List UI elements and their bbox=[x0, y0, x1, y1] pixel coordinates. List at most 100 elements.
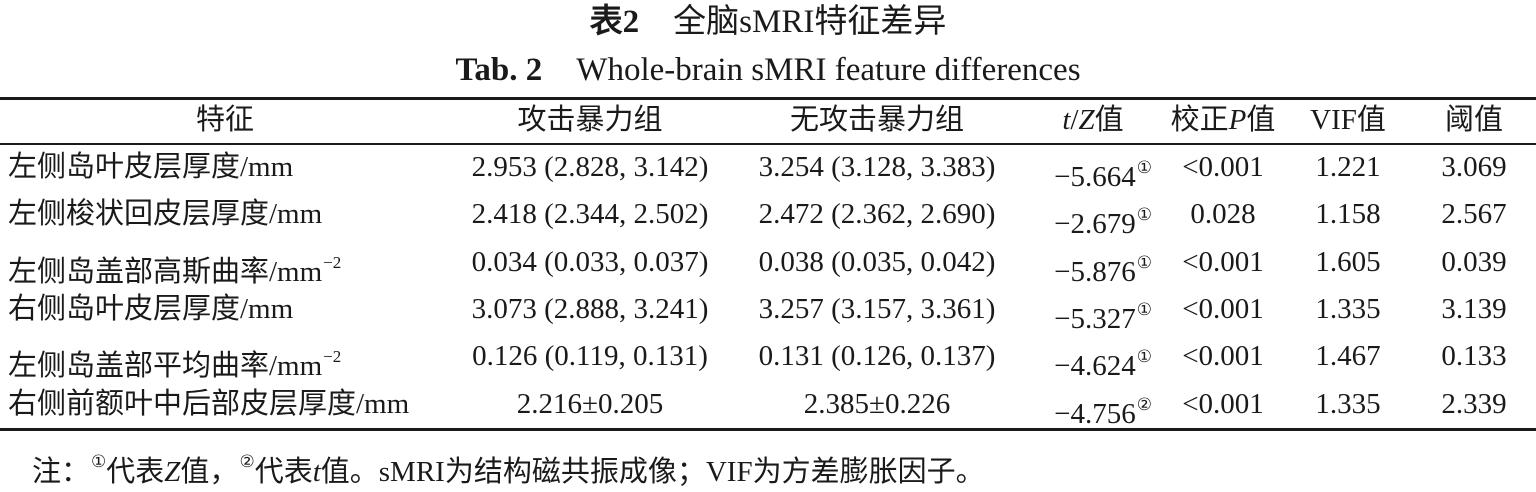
statistic-mark: ① bbox=[1136, 347, 1152, 367]
note-mark-2: ② bbox=[239, 452, 255, 471]
feature-cell-text: 右侧前额叶中后部皮层厚度/mm bbox=[8, 387, 410, 420]
table-row: 右侧岛叶皮层厚度/mm 3.073 (2.888, 3.241) 3.257 (3.… bbox=[0, 286, 1536, 335]
non-aggressive-group-cell-text: 2.385±0.226 bbox=[803, 387, 951, 420]
note-z-symbol: Z bbox=[164, 456, 181, 488]
corrected-p-cell: <0.001 bbox=[1164, 333, 1282, 380]
vif-cell-text: 1.335 bbox=[1315, 292, 1381, 325]
table-row: 左侧岛盖部平均曲率/mm−2 0.126 (0.119, 0.131) 0.131 … bbox=[0, 333, 1536, 383]
tz-value-cell-text: −5.664 bbox=[1054, 161, 1136, 193]
feature-cell-text: 左侧岛盖部高斯曲率/mm bbox=[8, 255, 323, 288]
threshold-cell-text: 2.339 bbox=[1441, 387, 1507, 420]
non-aggressive-group-cell-text: 2.472 (2.362, 2.690) bbox=[758, 198, 996, 231]
aggressive-group-cell: 2.418 (2.344, 2.502) bbox=[456, 191, 724, 238]
vif-cell: 1.467 bbox=[1296, 333, 1400, 380]
note-text-2: 值， bbox=[180, 456, 239, 488]
non-aggressive-group-cell-text: 0.038 (0.035, 0.042) bbox=[758, 245, 996, 278]
header-tz-value: t/Z值 bbox=[1030, 97, 1156, 144]
table-number-cn: 表2 bbox=[589, 4, 640, 40]
corrected-p-cell-text: <0.001 bbox=[1182, 387, 1264, 420]
threshold-cell: 0.133 bbox=[1412, 333, 1536, 380]
threshold-cell-text: 2.567 bbox=[1441, 198, 1507, 231]
feature-cell-text: 右侧岛叶皮层厚度/mm bbox=[8, 292, 294, 325]
feature-cell: 左侧岛叶皮层厚度/mm bbox=[8, 144, 293, 191]
feature-cell-text: 左侧岛叶皮层厚度/mm bbox=[8, 151, 294, 183]
vif-cell-text: 1.605 bbox=[1315, 245, 1381, 278]
statistic-mark: ① bbox=[1136, 158, 1152, 177]
aggressive-group-cell: 2.953 (2.828, 3.142) bbox=[456, 144, 724, 191]
aggressive-group-cell-text: 0.126 (0.119, 0.131) bbox=[472, 340, 708, 373]
header-threshold: 阈值 bbox=[1444, 104, 1503, 136]
threshold-cell: 3.139 bbox=[1412, 286, 1536, 333]
corrected-p-cell: 0.028 bbox=[1164, 191, 1282, 238]
vif-cell: 1.221 bbox=[1296, 144, 1400, 191]
vif-cell-text: 1.335 bbox=[1315, 387, 1381, 420]
unit-exponent: −2 bbox=[323, 347, 342, 367]
table-header-row: 特征 攻击暴力组 无攻击暴力组 t/Z值 校正P值 VIF值 阈值 bbox=[0, 97, 1536, 144]
header-non-aggressive-group: 无攻击暴力组 bbox=[789, 104, 964, 136]
header-t-symbol: t bbox=[1062, 104, 1071, 136]
feature-cell: 左侧岛盖部平均曲率/mm−2 bbox=[8, 333, 342, 382]
corrected-p-cell: <0.001 bbox=[1164, 286, 1282, 333]
feature-cell: 左侧梭状回皮层厚度/mm bbox=[8, 191, 322, 238]
tz-value-cell: −5.664① bbox=[1030, 144, 1152, 193]
tz-value-cell-text: −5.327 bbox=[1054, 302, 1136, 335]
header-z-symbol: Z bbox=[1078, 104, 1095, 136]
vif-cell: 1.335 bbox=[1296, 286, 1400, 333]
threshold-cell-text: 3.069 bbox=[1441, 151, 1507, 183]
tz-value-cell-text: −4.624 bbox=[1054, 350, 1136, 383]
table-row: 左侧梭状回皮层厚度/mm 2.418 (2.344, 2.502) 2.472 (2… bbox=[0, 191, 1536, 241]
table-title-cn: 表2 全脑sMRI特征差异 bbox=[0, 2, 1536, 42]
threshold-cell-text: 0.133 bbox=[1441, 340, 1507, 373]
header-p-prefix: 校正 bbox=[1170, 104, 1229, 136]
vif-cell: 1.158 bbox=[1296, 191, 1400, 238]
aggressive-group-cell-text: 2.216±0.205 bbox=[516, 387, 664, 420]
non-aggressive-group-cell: 2.472 (2.362, 2.690) bbox=[744, 191, 1010, 238]
aggressive-group-cell-text: 2.953 (2.828, 3.142) bbox=[471, 151, 709, 183]
threshold-cell: 2.567 bbox=[1412, 191, 1536, 238]
threshold-cell-text: 3.139 bbox=[1441, 292, 1507, 325]
table-title-cn-text: 全脑sMRI特征差异 bbox=[673, 4, 947, 40]
tz-value-cell: −2.679① bbox=[1030, 191, 1152, 241]
non-aggressive-group-cell: 0.131 (0.126, 0.137) bbox=[744, 333, 1010, 380]
table-row: 左侧岛盖部高斯曲率/mm−2 0.034 (0.033, 0.037) 0.038 … bbox=[0, 239, 1536, 288]
aggressive-group-cell: 3.073 (2.888, 3.241) bbox=[456, 286, 724, 333]
non-aggressive-group-cell: 2.385±0.226 bbox=[744, 381, 1010, 428]
note-t-symbol: t bbox=[312, 456, 321, 488]
header-aggressive-group: 攻击暴力组 bbox=[517, 104, 663, 136]
top-rule bbox=[0, 97, 1536, 100]
header-p-suffix: 值 bbox=[1246, 104, 1276, 136]
table-number-en: Tab. 2 bbox=[455, 52, 543, 88]
header-corrected-p: 校正P值 bbox=[1164, 97, 1282, 144]
vif-cell: 1.605 bbox=[1296, 239, 1400, 286]
table-footnote: 注：①代表Z值，②代表t值。sMRI为结构磁共振成像；VIF为方差膨胀因子。 bbox=[32, 442, 985, 492]
tz-value-cell-text: −2.679 bbox=[1054, 208, 1136, 241]
corrected-p-cell-text: <0.001 bbox=[1182, 151, 1264, 183]
corrected-p-cell: <0.001 bbox=[1164, 239, 1282, 286]
feature-cell: 左侧岛盖部高斯曲率/mm−2 bbox=[8, 239, 341, 288]
note-text-1: 代表 bbox=[106, 456, 165, 488]
note-text-4: 值。sMRI为结构磁共振成像；VIF为方差膨胀因子。 bbox=[320, 456, 985, 488]
statistic-mark: ① bbox=[1136, 252, 1152, 272]
vif-cell-text: 1.158 bbox=[1315, 198, 1381, 231]
vif-cell-text: 1.467 bbox=[1315, 340, 1381, 373]
non-aggressive-group-cell: 3.257 (3.157, 3.361) bbox=[744, 286, 1010, 333]
tz-value-cell: −5.327① bbox=[1030, 286, 1152, 335]
vif-cell-text: 1.221 bbox=[1315, 151, 1381, 183]
header-vif: VIF值 bbox=[1310, 104, 1386, 136]
corrected-p-cell: <0.001 bbox=[1164, 144, 1282, 191]
header-feature: 特征 bbox=[195, 104, 254, 136]
bottom-rule bbox=[0, 428, 1536, 431]
feature-cell: 右侧前额叶中后部皮层厚度/mm bbox=[8, 381, 409, 428]
non-aggressive-group-cell-text: 0.131 (0.126, 0.137) bbox=[758, 340, 996, 373]
feature-cell: 右侧岛叶皮层厚度/mm bbox=[8, 286, 293, 333]
statistic-mark: ① bbox=[1136, 205, 1152, 225]
corrected-p-cell: <0.001 bbox=[1164, 381, 1282, 428]
corrected-p-cell-text: <0.001 bbox=[1182, 245, 1264, 278]
tz-value-cell: −4.756② bbox=[1030, 381, 1152, 430]
tz-value-cell-text: −5.876 bbox=[1054, 255, 1136, 288]
corrected-p-cell-text: <0.001 bbox=[1182, 340, 1264, 373]
aggressive-group-cell: 0.126 (0.119, 0.131) bbox=[456, 333, 724, 380]
table-title-en-text: Whole-brain sMRI feature differences bbox=[576, 52, 1081, 88]
aggressive-group-cell-text: 3.073 (2.888, 3.241) bbox=[471, 292, 709, 325]
statistic-mark: ① bbox=[1136, 299, 1152, 319]
